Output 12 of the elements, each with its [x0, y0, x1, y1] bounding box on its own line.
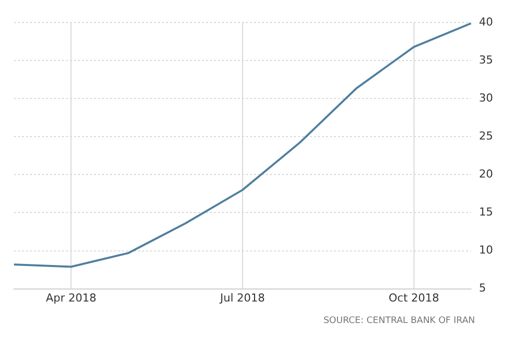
x-tick-label: Apr 2018 — [46, 291, 96, 304]
x-tick-label: Oct 2018 — [388, 291, 440, 304]
y-tick-label: 35 — [479, 53, 494, 66]
source-note: SOURCE: CENTRAL BANK OF IRAN — [322, 316, 476, 326]
y-tick-label: 5 — [479, 282, 486, 295]
y-tick-label: 40 — [479, 15, 494, 28]
y-tick-label: 20 — [479, 168, 494, 181]
y-tick-label: 10 — [479, 244, 494, 257]
x-tick-label: Jul 2018 — [219, 291, 265, 304]
y-tick-label: 25 — [479, 130, 494, 143]
y-tick-label: 30 — [479, 92, 494, 105]
y-tick-label: 15 — [479, 206, 494, 219]
